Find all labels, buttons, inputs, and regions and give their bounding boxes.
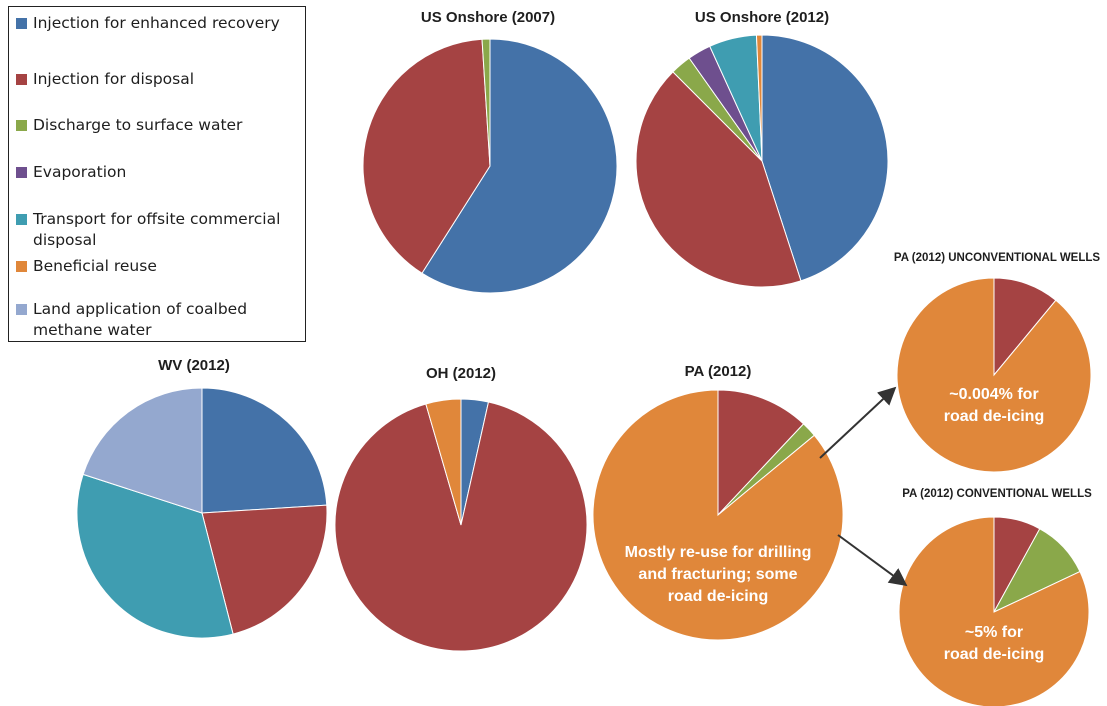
pa_conv-slice-beneficial-reuse [898, 516, 1090, 706]
legend-swatch [16, 18, 27, 29]
legend-label: Evaporation [33, 163, 127, 181]
pa2012-title: PA (2012) [685, 363, 752, 380]
us2012-slice-injection-for-enhanced-recovery [761, 34, 889, 282]
pa_unconv-annotation: ~0.004% for road de-icing [944, 386, 1044, 425]
us2012-slice-beneficial-reuse [755, 34, 763, 162]
legend-label: Injection for enhanced recovery [33, 14, 280, 32]
legend-item-land-application: Land application of coalbed methane wate… [16, 299, 293, 341]
pa2012-slice-beneficial-reuse [592, 389, 844, 641]
legend-swatch [16, 214, 27, 225]
legend: Injection for enhanced recovery Injectio… [8, 6, 306, 342]
legend-item-offsite-transport: Transport for offsite commercial disposa… [16, 209, 293, 251]
us2012-slice-injection-for-disposal [635, 71, 802, 288]
legend-label: Transport for offsite commercial disposa… [33, 210, 281, 249]
legend-item-disposal: Injection for disposal [16, 69, 293, 90]
pa_unconv-slice-injection-for-disposal [993, 277, 1057, 377]
legend-label: Injection for disposal [33, 70, 195, 88]
pa2012-slice-injection-for-disposal [717, 389, 805, 517]
pa2012-annotation: Mostly re-use for drilling and fracturing… [625, 544, 812, 605]
us2007-title: US Onshore (2007) [421, 9, 555, 26]
legend-item-surface-water: Discharge to surface water [16, 115, 293, 136]
legend-swatch [16, 74, 27, 85]
us2007-slice-discharge-to-surface-water [481, 38, 491, 167]
legend-label: Discharge to surface water [33, 116, 243, 134]
wv2012-title: WV (2012) [158, 357, 230, 374]
legend-item-beneficial-reuse: Beneficial reuse [16, 256, 293, 277]
arrow-to-unconventional [819, 386, 897, 459]
legend-item-evaporation: Evaporation [16, 162, 293, 183]
pa_unconv-slice-beneficial-reuse [896, 277, 1092, 473]
pa_conv-annotation: ~5% for road de-icing [944, 624, 1044, 663]
wv2012-slice-injection-for-enhanced-recovery [201, 387, 328, 514]
wv2012-slice-injection-for-disposal [201, 504, 328, 635]
wv2012-slice-transport-for-offsite-commercial-disposal [76, 473, 234, 639]
legend-swatch [16, 120, 27, 131]
legend-item-enhanced-recovery: Injection for enhanced recovery [16, 13, 293, 34]
pa_conv-title: PA (2012) CONVENTIONAL WELLS [902, 488, 1092, 500]
us2007-slice-injection-for-disposal [362, 38, 491, 274]
us2007-slice-injection-for-enhanced-recovery [421, 38, 618, 294]
legend-swatch [16, 167, 27, 178]
pa_unconv-title: PA (2012) UNCONVENTIONAL WELLS [894, 252, 1100, 264]
us2012-title: US Onshore (2012) [695, 9, 829, 26]
legend-label: Beneficial reuse [33, 257, 157, 275]
legend-swatch [16, 304, 27, 315]
legend-swatch [16, 261, 27, 272]
legend-label: Land application of coalbed methane wate… [33, 300, 248, 339]
oh2012-slice-beneficial-reuse [425, 398, 462, 526]
wv2012-slice-land-application-of-coalbed-methane-water [82, 387, 203, 514]
oh2012-title: OH (2012) [426, 365, 496, 382]
oh2012-slice-injection-for-disposal [334, 401, 588, 652]
arrow-to-conventional [837, 534, 908, 587]
